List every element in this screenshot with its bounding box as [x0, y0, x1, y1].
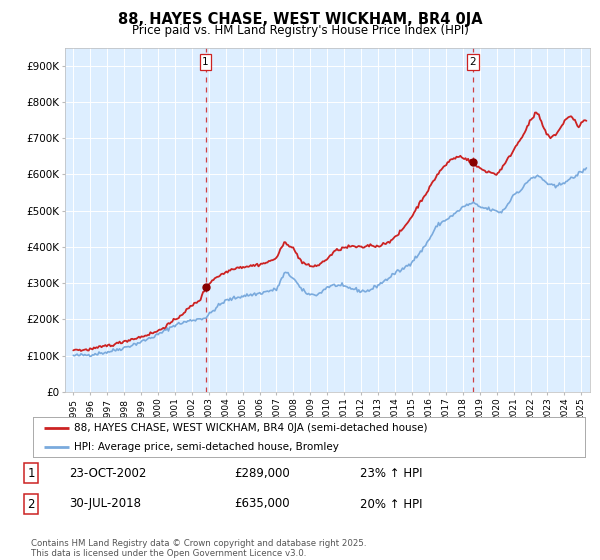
Text: 2: 2 [28, 497, 35, 511]
Text: 20% ↑ HPI: 20% ↑ HPI [360, 497, 422, 511]
Text: 1: 1 [202, 57, 209, 67]
Text: £289,000: £289,000 [234, 466, 290, 480]
Text: 88, HAYES CHASE, WEST WICKHAM, BR4 0JA (semi-detached house): 88, HAYES CHASE, WEST WICKHAM, BR4 0JA (… [74, 423, 428, 433]
Text: 2: 2 [469, 57, 476, 67]
Text: 30-JUL-2018: 30-JUL-2018 [69, 497, 141, 511]
Text: HPI: Average price, semi-detached house, Bromley: HPI: Average price, semi-detached house,… [74, 442, 339, 452]
Text: 23% ↑ HPI: 23% ↑ HPI [360, 466, 422, 480]
Text: Contains HM Land Registry data © Crown copyright and database right 2025.
This d: Contains HM Land Registry data © Crown c… [31, 539, 367, 558]
Text: Price paid vs. HM Land Registry's House Price Index (HPI): Price paid vs. HM Land Registry's House … [131, 24, 469, 37]
Text: 23-OCT-2002: 23-OCT-2002 [69, 466, 146, 480]
Text: 1: 1 [28, 466, 35, 480]
Text: 88, HAYES CHASE, WEST WICKHAM, BR4 0JA: 88, HAYES CHASE, WEST WICKHAM, BR4 0JA [118, 12, 482, 27]
Text: £635,000: £635,000 [234, 497, 290, 511]
